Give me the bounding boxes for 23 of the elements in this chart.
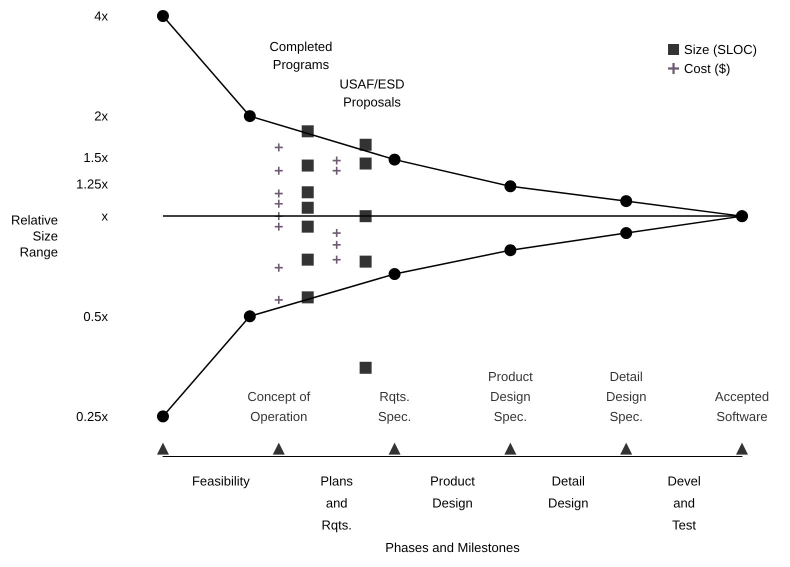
x-tick-label: Devel and Test	[667, 474, 701, 532]
y-tick-label: 1.25x	[76, 176, 108, 192]
legend-label: Size (SLOC)	[684, 42, 758, 57]
y-tick-label: x	[101, 208, 108, 224]
data-label: Accepted Software	[714, 389, 770, 424]
data-label: Product Design Spec.	[488, 369, 534, 424]
x-tick-label: Detail Design	[548, 474, 589, 510]
y-tick-label: 4x	[94, 8, 108, 24]
annotation: USAF/ESD Proposals	[339, 76, 405, 110]
x-tick-label: Product Design	[430, 474, 476, 510]
x-tick-label: Feasibility	[192, 474, 250, 488]
x-axis-title: Phases and Milestones	[385, 540, 520, 555]
y-tick-label: 0.5x	[83, 308, 108, 324]
y-axis-title: Relative Size Range	[11, 212, 58, 260]
data-label: Detail Design Spec.	[606, 369, 646, 424]
y-tick-label: 0.25x	[76, 408, 108, 424]
annotation: Completed Programs	[270, 39, 332, 72]
data-label: Rqts. Spec.	[378, 389, 412, 424]
y-tick-label: 2x	[94, 108, 108, 124]
legend-label: Cost ($)	[684, 61, 730, 76]
y-tick-label: 1.5x	[83, 150, 108, 166]
x-tick-label: Plans and Rqts.	[320, 474, 354, 532]
data-label: Concept of Operation	[247, 389, 311, 424]
